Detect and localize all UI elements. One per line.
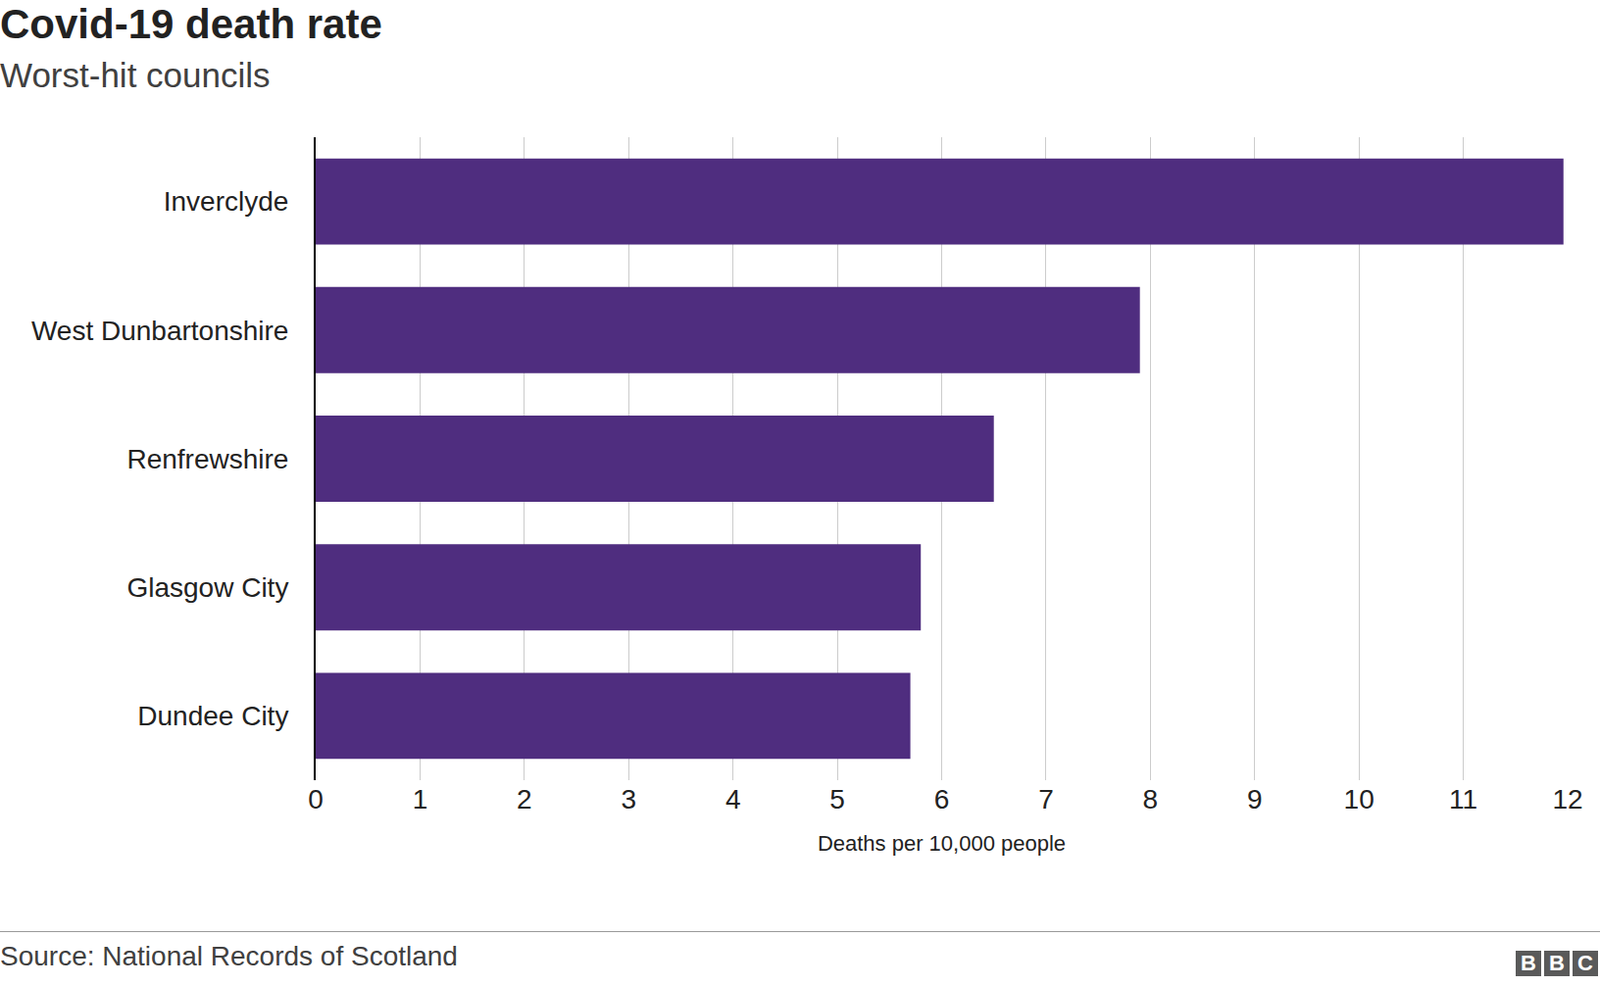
- svg-text:11: 11: [1449, 784, 1478, 815]
- svg-text:Renfrewshire: Renfrewshire: [126, 444, 289, 475]
- svg-text:Glasgow City: Glasgow City: [126, 572, 289, 603]
- svg-text:Inverclyde: Inverclyde: [163, 186, 290, 217]
- html-text:C: C: [1577, 950, 1594, 976]
- html-text:Covid-19 death rate: Covid-19 death rate: [0, 0, 383, 48]
- svg-text:4: 4: [725, 784, 742, 815]
- svg-text:7: 7: [1038, 784, 1054, 815]
- html-text:B: B: [1520, 950, 1537, 976]
- svg-text:8: 8: [1143, 784, 1159, 815]
- svg-text:0: 0: [307, 784, 324, 815]
- svg-text:1: 1: [412, 784, 429, 815]
- svg-text:10: 10: [1344, 784, 1375, 815]
- html-text:B: B: [1549, 950, 1565, 976]
- svg-text:5: 5: [829, 784, 846, 815]
- svg-text:West Dunbartonshire: West Dunbartonshire: [31, 315, 290, 347]
- svg-text:2: 2: [516, 784, 533, 815]
- svg-text:3: 3: [620, 784, 637, 815]
- svg-text:Deaths per 10,000 people: Deaths per 10,000 people: [817, 831, 1066, 856]
- html-text:Worst-hit councils: Worst-hit councils: [0, 55, 271, 95]
- svg-text:9: 9: [1247, 784, 1263, 815]
- html-text:Source: National Records of Sc: Source: National Records of Scotland: [0, 941, 458, 972]
- svg-text:6: 6: [934, 784, 950, 815]
- svg-text:Dundee City: Dundee City: [137, 700, 289, 732]
- svg-text:12: 12: [1551, 784, 1583, 815]
